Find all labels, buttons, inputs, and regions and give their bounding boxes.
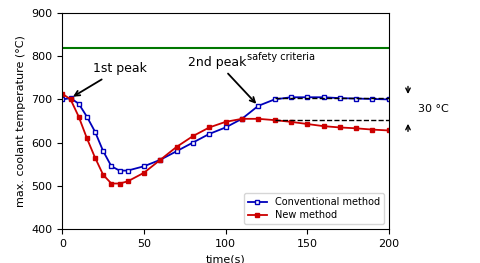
New method bbox=[370, 128, 375, 131]
New method bbox=[337, 126, 343, 129]
New method bbox=[304, 122, 310, 125]
New method bbox=[100, 173, 106, 176]
Conventional method bbox=[386, 98, 392, 101]
Conventional method bbox=[108, 165, 114, 168]
New method bbox=[92, 156, 98, 159]
Conventional method bbox=[157, 158, 163, 161]
Conventional method bbox=[353, 97, 359, 100]
Conventional method bbox=[223, 126, 228, 129]
New method bbox=[239, 117, 245, 120]
Conventional method bbox=[174, 150, 180, 153]
Conventional method bbox=[321, 96, 326, 99]
New method bbox=[141, 171, 147, 174]
Conventional method bbox=[272, 98, 277, 101]
Conventional method bbox=[239, 117, 245, 120]
New method bbox=[386, 129, 392, 132]
New method bbox=[223, 120, 228, 123]
New method bbox=[353, 127, 359, 130]
Conventional method bbox=[288, 96, 294, 99]
Conventional method bbox=[100, 150, 106, 153]
Text: safety criteria: safety criteria bbox=[247, 52, 315, 62]
New method bbox=[60, 92, 65, 95]
Text: 2nd peak: 2nd peak bbox=[188, 56, 255, 102]
Line: Conventional method: Conventional method bbox=[60, 95, 391, 173]
New method bbox=[206, 126, 212, 129]
Line: New method: New method bbox=[60, 91, 391, 186]
Text: 30 °C: 30 °C bbox=[418, 104, 448, 114]
New method bbox=[125, 180, 131, 183]
Conventional method bbox=[76, 102, 82, 105]
Conventional method bbox=[255, 104, 261, 108]
Conventional method bbox=[84, 115, 90, 118]
New method bbox=[288, 120, 294, 123]
Conventional method bbox=[60, 98, 65, 101]
New method bbox=[108, 182, 114, 185]
New method bbox=[76, 115, 82, 118]
New method bbox=[321, 125, 326, 128]
New method bbox=[272, 119, 277, 122]
Conventional method bbox=[190, 141, 196, 144]
Conventional method bbox=[304, 96, 310, 99]
New method bbox=[68, 98, 73, 101]
Legend: Conventional method, New method: Conventional method, New method bbox=[244, 193, 384, 224]
Conventional method bbox=[117, 169, 122, 172]
Conventional method bbox=[337, 97, 343, 100]
Conventional method bbox=[92, 130, 98, 133]
Conventional method bbox=[206, 132, 212, 135]
Text: 1st peak: 1st peak bbox=[75, 62, 146, 96]
New method bbox=[157, 158, 163, 161]
New method bbox=[255, 117, 261, 120]
Conventional method bbox=[68, 97, 73, 100]
Conventional method bbox=[370, 97, 375, 100]
Y-axis label: max. coolant temperature (°C): max. coolant temperature (°C) bbox=[16, 35, 26, 207]
X-axis label: time(s): time(s) bbox=[206, 254, 245, 263]
New method bbox=[174, 145, 180, 148]
New method bbox=[117, 182, 122, 185]
New method bbox=[190, 134, 196, 138]
Conventional method bbox=[141, 165, 147, 168]
New method bbox=[84, 137, 90, 140]
Conventional method bbox=[125, 169, 131, 172]
